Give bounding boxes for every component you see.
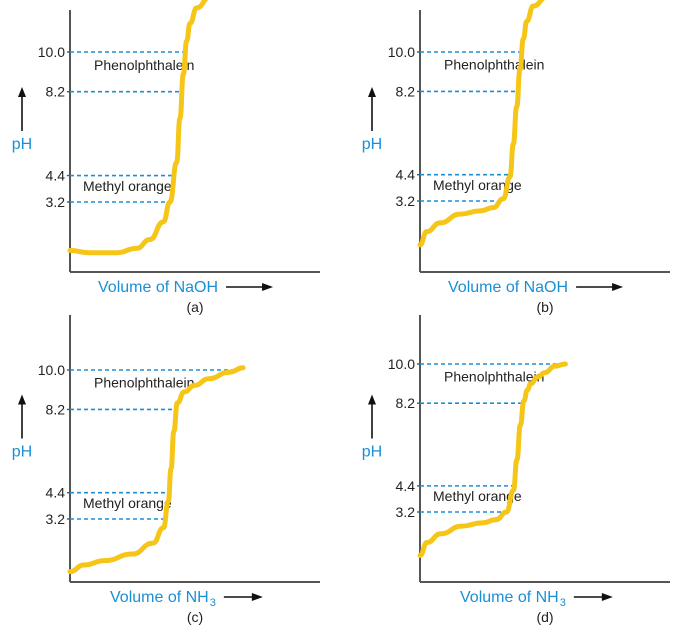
panel-label: (c) (187, 609, 203, 625)
x-axis-label: Volume of NH (460, 589, 559, 606)
y-axis-label: pH (362, 444, 382, 461)
indicator-label-0: Phenolphthalein (444, 57, 544, 73)
titration-curve (417, 0, 546, 248)
x-axis-label-subscript: 3 (560, 597, 566, 609)
y-axis-label: pH (362, 136, 382, 153)
chart-panel-2: 10.0 8.2 4.4 3.2 Phenolphthalein Methyl orang… (12, 315, 320, 625)
indicator-label-1: Methyl orange (83, 178, 172, 194)
x-arrow-head (262, 283, 274, 291)
y-axis-label: pH (12, 444, 32, 461)
panel-label: (b) (536, 299, 553, 315)
chart-panel-1: 10.0 8.2 4.4 3.2 Phenolphthalein Methyl orang… (362, 0, 670, 315)
ph-arrow-head (18, 87, 26, 97)
x-axis-label: Volume of NH (110, 589, 209, 606)
chart-panel-0: 10.0 8.2 4.4 3.2 Phenolphthalein Methyl orang… (12, 0, 320, 315)
y-tick-label: 3.2 (46, 194, 66, 210)
y-tick-label: 10.0 (38, 362, 65, 378)
indicator-label-1: Methyl orange (83, 495, 172, 511)
indicator-label-0: Phenolphthalein (444, 369, 544, 385)
x-arrow-head (251, 593, 263, 601)
titration-curve (67, 365, 246, 575)
titration-curve (67, 0, 209, 256)
y-tick-label: 10.0 (388, 356, 415, 372)
x-arrow-head (601, 593, 613, 601)
indicator-label-1: Methyl orange (433, 488, 522, 504)
y-tick-label: 4.4 (46, 485, 66, 501)
x-arrow-head (612, 283, 624, 291)
chart-panel-3: 10.0 8.2 4.4 3.2 Phenolphthalein Methyl orang… (362, 315, 670, 625)
y-tick-label: 8.2 (46, 401, 66, 417)
indicator-label-0: Phenolphthalein (94, 375, 194, 391)
panel-label: (a) (186, 299, 203, 315)
y-tick-label: 3.2 (396, 193, 416, 209)
indicator-label-0: Phenolphthalein (94, 57, 194, 73)
y-axis-label: pH (12, 136, 32, 153)
x-axis-label-subscript: 3 (210, 597, 216, 609)
indicator-label-1: Methyl orange (433, 177, 522, 193)
x-axis-label: Volume of NaOH (98, 279, 218, 296)
y-tick-label: 3.2 (396, 504, 416, 520)
ph-arrow-head (368, 87, 376, 97)
y-tick-label: 3.2 (46, 511, 66, 527)
x-axis-label: Volume of NaOH (448, 279, 568, 296)
ph-arrow-head (368, 394, 376, 405)
y-tick-label: 8.2 (396, 83, 416, 99)
y-tick-label: 8.2 (396, 395, 416, 411)
y-tick-label: 4.4 (396, 167, 416, 183)
y-tick-label: 4.4 (396, 478, 416, 494)
titration-curve (417, 361, 568, 559)
y-tick-label: 8.2 (46, 84, 66, 100)
panel-label: (d) (536, 609, 553, 625)
y-tick-label: 10.0 (388, 44, 415, 60)
y-tick-label: 10.0 (38, 44, 65, 60)
ph-arrow-head (18, 394, 26, 405)
y-tick-label: 4.4 (46, 168, 66, 184)
